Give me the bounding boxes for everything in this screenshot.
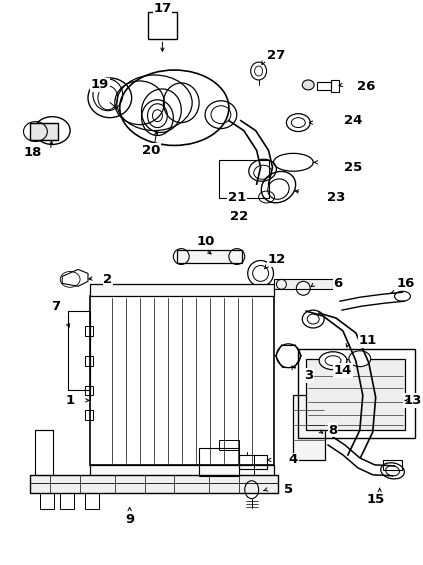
- Text: 23: 23: [327, 190, 345, 203]
- Text: 22: 22: [230, 210, 248, 223]
- Text: 10: 10: [197, 235, 215, 248]
- Text: 8: 8: [328, 424, 338, 437]
- Text: 18: 18: [23, 146, 41, 159]
- Text: 7: 7: [51, 299, 60, 312]
- Text: 6: 6: [333, 277, 343, 290]
- Bar: [30, 475, 278, 493]
- Bar: [294, 396, 325, 460]
- Text: 4: 4: [289, 454, 298, 467]
- Text: 24: 24: [344, 114, 362, 127]
- Text: 2: 2: [103, 273, 113, 286]
- Text: 11: 11: [359, 334, 377, 347]
- Bar: [239, 455, 254, 475]
- Bar: [36, 430, 53, 475]
- Bar: [239, 455, 266, 469]
- Bar: [85, 410, 93, 420]
- Text: 15: 15: [367, 493, 385, 506]
- Bar: [40, 493, 54, 508]
- Text: 3: 3: [304, 369, 313, 382]
- Bar: [85, 356, 93, 366]
- Bar: [177, 250, 242, 263]
- Bar: [274, 279, 333, 289]
- Bar: [30, 123, 58, 141]
- Bar: [148, 11, 177, 40]
- Text: 5: 5: [284, 483, 293, 496]
- Bar: [60, 493, 74, 508]
- Bar: [90, 284, 274, 296]
- Bar: [85, 385, 93, 396]
- Bar: [306, 359, 406, 430]
- Text: 9: 9: [125, 513, 134, 526]
- Text: 27: 27: [267, 49, 286, 62]
- Bar: [90, 465, 274, 477]
- Bar: [219, 160, 269, 198]
- Text: 20: 20: [142, 144, 161, 157]
- Text: 1: 1: [66, 394, 75, 407]
- Text: 14: 14: [334, 364, 352, 377]
- Bar: [331, 80, 339, 92]
- Text: 17: 17: [153, 2, 171, 15]
- Text: 13: 13: [403, 394, 422, 407]
- Bar: [30, 475, 278, 483]
- Bar: [219, 440, 239, 450]
- Bar: [68, 311, 90, 390]
- Text: 21: 21: [228, 190, 246, 203]
- Bar: [199, 448, 239, 476]
- Bar: [383, 460, 402, 470]
- Text: 16: 16: [396, 277, 415, 290]
- Ellipse shape: [302, 80, 314, 90]
- Bar: [85, 493, 99, 508]
- Text: 25: 25: [344, 161, 362, 174]
- Bar: [298, 349, 415, 438]
- Bar: [317, 82, 331, 90]
- Text: 19: 19: [91, 79, 109, 92]
- Bar: [85, 326, 93, 336]
- Text: 26: 26: [357, 80, 375, 93]
- Text: 12: 12: [267, 253, 286, 266]
- Bar: [90, 296, 274, 465]
- Ellipse shape: [349, 351, 371, 367]
- Ellipse shape: [319, 352, 347, 370]
